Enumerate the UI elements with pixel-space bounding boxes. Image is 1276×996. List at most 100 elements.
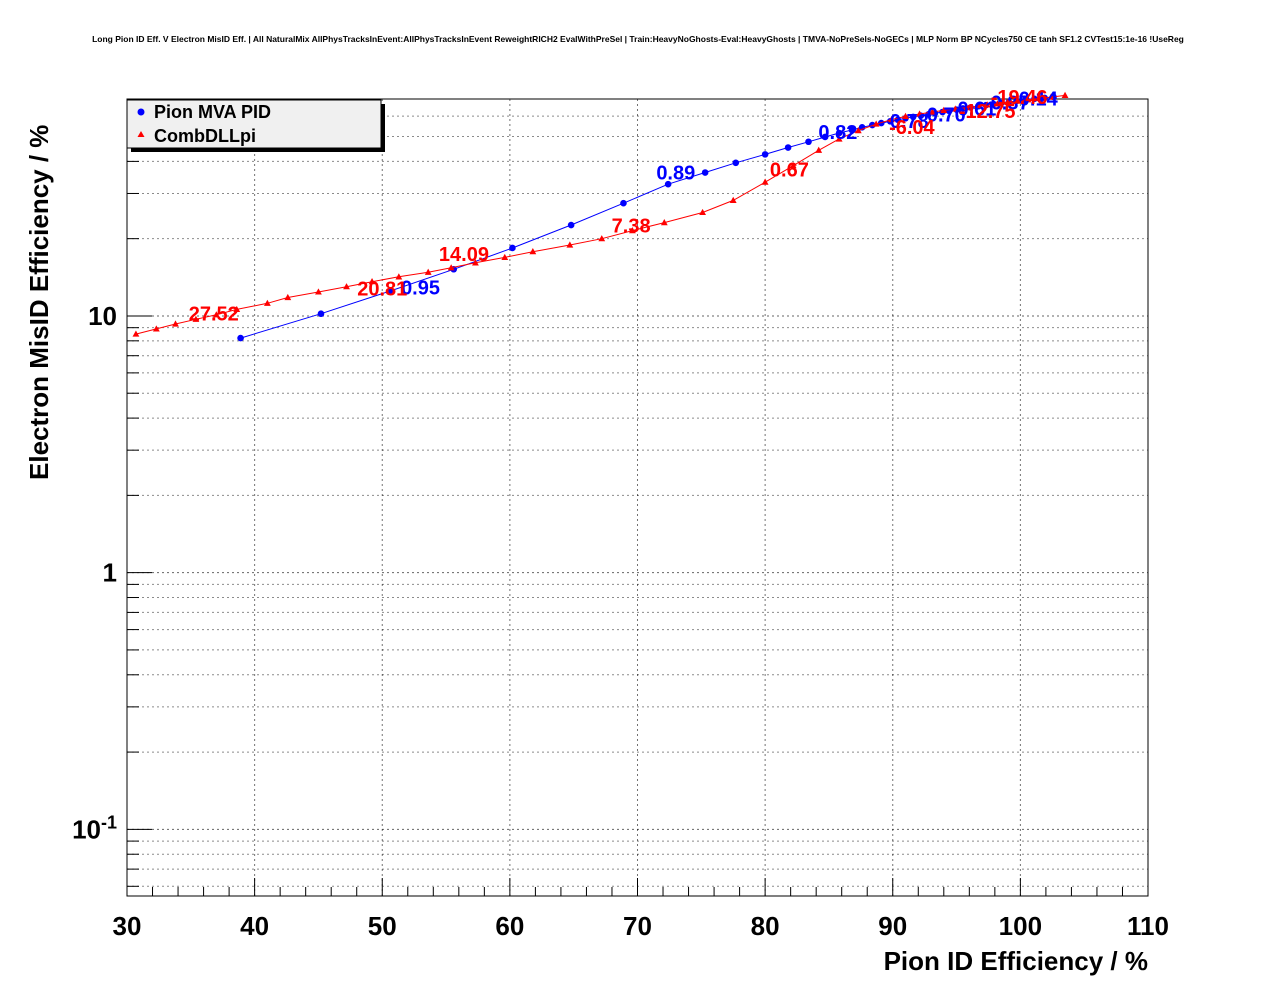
data-point-pion-mva-pid: [701, 169, 709, 176]
data-label-pion-mva-pid: 0.70: [927, 104, 966, 126]
grid-lines: [127, 98, 1148, 896]
data-point-pion-mva-pid: [761, 151, 769, 158]
series-layer: [132, 91, 1069, 342]
data-point-combdllpi: [963, 104, 971, 111]
data-point-combdllpi: [973, 102, 981, 109]
data-point-pion-mva-pid: [664, 180, 672, 188]
data-label-combdllpi: 7.38: [612, 216, 651, 238]
x-axis-title: Pion ID Efficiency / %: [884, 946, 1148, 976]
chart-title: Long Pion ID Eff. V Electron MisID Eff. …: [92, 34, 1184, 44]
data-point-pion-mva-pid: [237, 334, 244, 342]
data-point-combdllpi: [501, 253, 509, 261]
data-label-pion-mva-pid: 0.78: [890, 111, 929, 133]
x-axis-tick-labels: 30 40 50 60 70 80 90 100 110: [113, 911, 1169, 941]
data-point-combdllpi: [368, 278, 376, 285]
data-point-pion-mva-pid: [620, 199, 627, 207]
data-point-combdllpi: [928, 108, 936, 115]
data-label-combdllpi: 0.67: [770, 160, 809, 182]
x-tick-label: 70: [623, 911, 652, 941]
data-point-combdllpi: [789, 162, 797, 169]
legend-label-combdllpi: CombDLLpi: [154, 126, 256, 146]
data-point-combdllpi: [1014, 97, 1022, 104]
data-label-combdllpi: -19.46: [991, 87, 1048, 109]
x-tick-label: 30: [113, 911, 142, 941]
data-point-combdllpi: [152, 325, 160, 332]
data-point-combdllpi: [660, 218, 668, 226]
data-point-pion-mva-pid: [732, 159, 740, 167]
data-point-pion-mva-pid: [848, 126, 856, 134]
x-tick-label: 80: [751, 911, 780, 941]
data-point-pion-mva-pid: [835, 129, 843, 137]
data-point-combdllpi: [983, 101, 991, 108]
legend-label-pion-mva-pid: Pion MVA PID: [154, 102, 271, 122]
data-point-combdllpi: [699, 208, 706, 216]
x-tick-label: 60: [495, 911, 524, 941]
data-point-combdllpi: [233, 305, 241, 313]
x-tick-label: 100: [999, 911, 1042, 941]
data-point-combdllpi: [628, 227, 636, 234]
data-point-combdllpi: [1024, 96, 1032, 103]
data-point-combdllpi: [566, 241, 574, 248]
y-tick-label: 10-1: [72, 812, 117, 844]
y-tick-label: 10: [88, 301, 117, 331]
data-point-combdllpi: [902, 112, 909, 119]
point-labels: 0.95 0.89 0.82 0.780.700.610.370.14 27.52 20.…: [189, 87, 1059, 326]
data-point-combdllpi: [598, 235, 606, 242]
data-point-combdllpi: [835, 135, 843, 142]
legend-box: [126, 99, 382, 149]
data-point-combdllpi: [315, 288, 322, 295]
data-label-pion-mva-pid: 0.89: [656, 163, 695, 185]
y-tick-label: 1: [103, 558, 117, 588]
data-point-pion-mva-pid: [821, 133, 829, 141]
data-point-combdllpi: [132, 330, 140, 337]
data-point-combdllpi: [854, 127, 862, 134]
data-label-combdllpi: 20.81: [357, 279, 407, 301]
data-point-combdllpi: [1061, 91, 1069, 98]
data-point-combdllpi: [343, 283, 350, 290]
data-point-combdllpi: [872, 120, 880, 127]
data-point-pion-mva-pid: [509, 244, 516, 252]
data-point-combdllpi: [472, 259, 479, 266]
data-point-combdllpi: [1047, 93, 1055, 100]
x-tick-label: 90: [878, 911, 907, 941]
data-point-combdllpi: [395, 273, 403, 280]
legend-marker-pion-mva-pid: [137, 108, 145, 116]
data-label-pion-mva-pid: 0.14: [1019, 88, 1059, 110]
data-label-combdllpi: 27.52: [189, 304, 239, 326]
data-point-combdllpi: [951, 105, 959, 112]
data-label-pion-mva-pid: 0.95: [401, 278, 440, 300]
data-point-combdllpi: [424, 268, 432, 275]
x-tick-label: 110: [1127, 911, 1169, 941]
data-point-combdllpi: [916, 110, 923, 117]
data-label-combdllpi: -12.75: [959, 101, 1016, 123]
y-axis-title: Electron MisID Efficiency / %: [24, 125, 54, 480]
y-axis-tick-labels: 10-1 1 10: [72, 301, 117, 844]
axis-ticks: [126, 98, 1149, 896]
data-label-pion-mva-pid: 0.61: [958, 98, 997, 120]
data-point-pion-mva-pid: [386, 287, 394, 295]
data-point-combdllpi: [729, 196, 737, 203]
x-tick-label: 40: [240, 911, 269, 941]
data-point-combdllpi: [1004, 98, 1012, 105]
data-point-combdllpi: [994, 100, 1001, 107]
data-point-combdllpi: [192, 315, 200, 322]
data-point-combdllpi: [212, 311, 220, 318]
legend-marker-combdllpi: [137, 131, 145, 137]
data-point-combdllpi: [888, 115, 895, 123]
data-point-pion-mva-pid: [784, 144, 792, 151]
data-point-combdllpi: [263, 299, 271, 306]
data-point-combdllpi: [761, 178, 769, 185]
data-point-combdllpi: [172, 320, 179, 327]
data-point-combdllpi: [284, 293, 292, 301]
x-tick-label: 50: [368, 911, 397, 941]
data-point-combdllpi: [529, 248, 537, 255]
data-point-pion-mva-pid: [567, 221, 575, 229]
data-point-combdllpi: [940, 106, 948, 113]
legend: Pion MVA PID CombDLLpi: [126, 99, 385, 152]
data-label-combdllpi: -6.04: [889, 117, 935, 139]
data-label-combdllpi: 14.09: [439, 244, 489, 266]
data-point-combdllpi: [447, 264, 455, 271]
data-point-combdllpi: [815, 146, 823, 153]
data-point-pion-mva-pid: [317, 310, 325, 318]
